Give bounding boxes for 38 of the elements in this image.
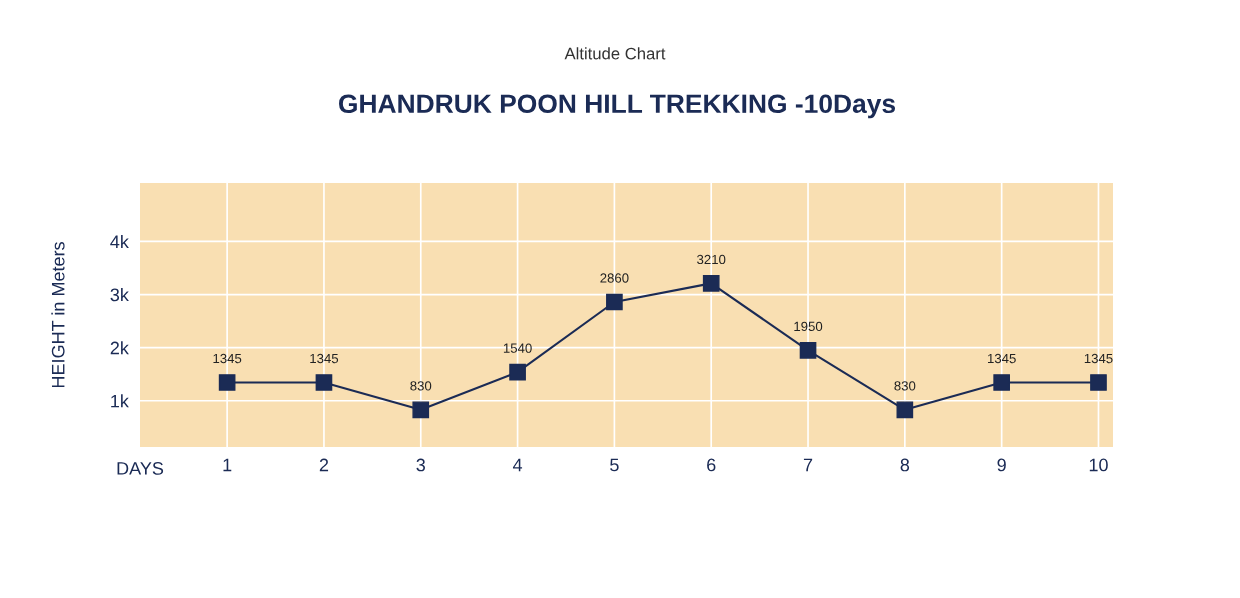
y-axis-title: HEIGHT in Meters <box>51 242 65 388</box>
point <box>896 401 914 419</box>
point <box>412 401 430 419</box>
data-label: 830 <box>894 381 916 391</box>
point <box>509 363 526 381</box>
x-tick-label: 2 <box>319 458 329 472</box>
data-label: 1345 <box>213 353 242 364</box>
chart-title: GHANDRUK POON HILL TREKKING -10Days <box>339 94 895 119</box>
x-tick-label: 3 <box>416 458 425 472</box>
data-label: 1345 <box>1084 353 1113 364</box>
y-tick-label: 2k <box>110 341 129 355</box>
point <box>799 341 817 359</box>
point <box>606 293 623 311</box>
x-tick-label: 6 <box>707 458 716 472</box>
data-label: 1345 <box>310 353 339 364</box>
point <box>218 374 236 391</box>
data-label: 1345 <box>987 353 1016 364</box>
x-tick-label: 10 <box>1089 458 1108 472</box>
x-tick-label: 4 <box>512 458 523 472</box>
point <box>1090 374 1107 391</box>
point <box>993 374 1010 391</box>
y-tick-label: 1k <box>111 394 129 408</box>
data-label: 2860 <box>600 273 629 283</box>
x-tick-label: 8 <box>900 458 910 472</box>
data-label: 830 <box>410 381 432 391</box>
point <box>315 374 333 391</box>
chart-subtitle: Altitude Chart <box>564 47 666 60</box>
x-axis-title: DAYS <box>117 462 164 475</box>
x-tick-label: 9 <box>997 458 1006 472</box>
x-tick-label: 5 <box>610 458 619 472</box>
point <box>702 275 720 292</box>
data-label: 1540 <box>503 343 532 353</box>
y-tick-label: 4k <box>110 234 129 248</box>
data-label: 1950 <box>794 321 823 332</box>
data-label: 3210 <box>697 254 726 265</box>
x-tick-label: 1 <box>223 458 232 472</box>
x-tick-label: 7 <box>803 458 813 472</box>
y-tick-label: 3k <box>110 288 129 302</box>
